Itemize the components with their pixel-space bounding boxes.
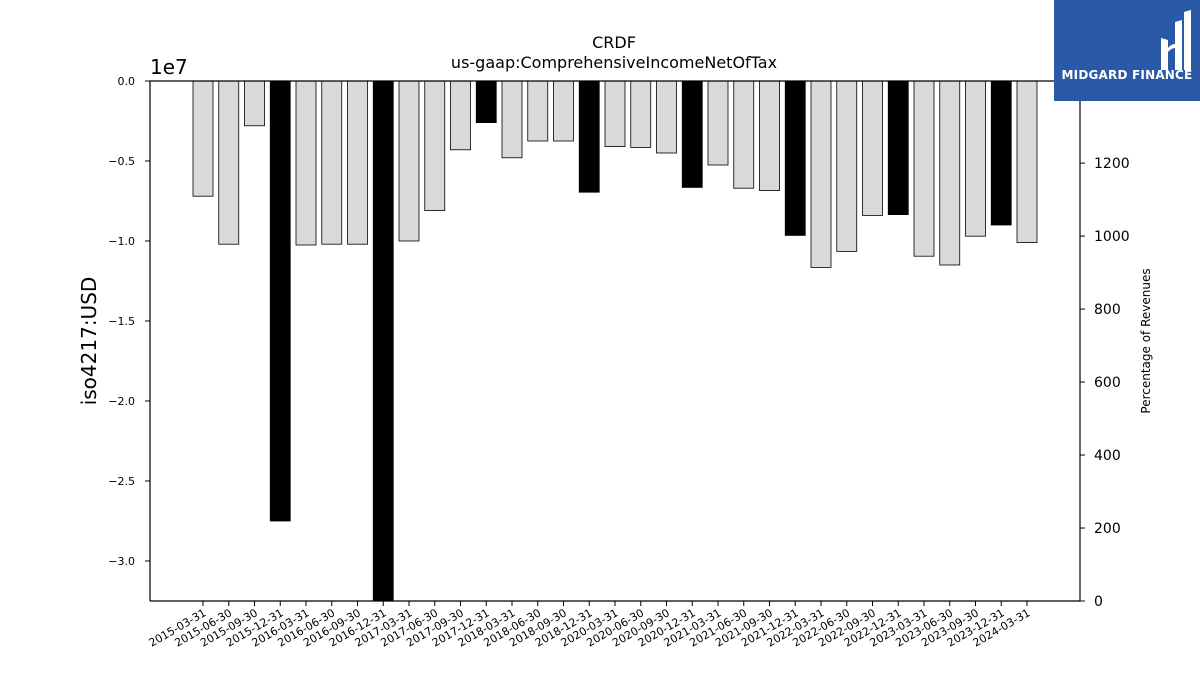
y-tick-label: −2.5 xyxy=(108,475,135,488)
bar xyxy=(784,80,806,236)
logo-mark-icon xyxy=(1161,10,1191,70)
bar xyxy=(810,80,832,268)
bar xyxy=(604,80,626,147)
bar xyxy=(501,80,523,159)
y2-tick-label: 0 xyxy=(1094,594,1103,610)
bar xyxy=(733,80,755,189)
company-logo: MIDGARD FINANCE xyxy=(1054,0,1200,101)
y-tick-label: −3.0 xyxy=(108,555,135,568)
bar xyxy=(862,80,883,216)
bar xyxy=(965,80,986,237)
bar xyxy=(759,80,780,191)
bar xyxy=(321,80,343,245)
bar xyxy=(372,80,394,602)
chart-title: CRDF xyxy=(592,33,636,52)
bar xyxy=(990,80,1012,226)
y-axis-label: iso4217:USD xyxy=(77,277,101,406)
bar xyxy=(887,80,909,216)
bar xyxy=(939,80,961,266)
bar xyxy=(218,80,240,245)
chart-subtitle: us-gaap:ComprehensiveIncomeNetOfTax xyxy=(451,53,777,72)
bar xyxy=(707,80,729,166)
y2-tick-label: 1000 xyxy=(1094,229,1130,245)
bar xyxy=(681,80,703,188)
y2-tick-label: 200 xyxy=(1094,521,1121,537)
bar xyxy=(1016,80,1038,244)
bar xyxy=(269,80,291,522)
y-tick-label: −2.0 xyxy=(108,395,135,408)
y-exponent-label: 1e7 xyxy=(150,55,188,79)
bar xyxy=(244,80,265,127)
y2-axis-label: Percentage of Revenues xyxy=(1139,268,1153,413)
axes-group: 2015-03-312015-06-302015-09-302015-12-31… xyxy=(108,75,1129,650)
y-tick-label: −1.5 xyxy=(108,315,135,328)
logo-name: MIDGARD FINANCE xyxy=(1061,68,1193,82)
bar xyxy=(475,80,497,123)
bar xyxy=(913,80,935,257)
bar xyxy=(450,80,471,151)
y-tick-label: −1.0 xyxy=(108,235,135,248)
y2-tick-label: 800 xyxy=(1094,302,1121,318)
y2-tick-label: 600 xyxy=(1094,375,1121,391)
bar xyxy=(656,80,677,154)
y-tick-label: −0.5 xyxy=(108,155,135,168)
bar xyxy=(398,80,420,242)
bar xyxy=(630,80,652,148)
bar xyxy=(836,80,858,252)
bars-group xyxy=(192,80,1038,602)
y2-tick-label: 400 xyxy=(1094,448,1121,464)
bar xyxy=(347,80,368,245)
y2-tick-label: 1200 xyxy=(1094,156,1130,172)
bar xyxy=(578,80,600,193)
bar xyxy=(527,80,549,142)
y-tick-label: 0.0 xyxy=(118,75,136,88)
bar xyxy=(424,80,446,212)
bar xyxy=(295,80,317,246)
bar xyxy=(192,80,214,197)
bar xyxy=(553,80,574,142)
